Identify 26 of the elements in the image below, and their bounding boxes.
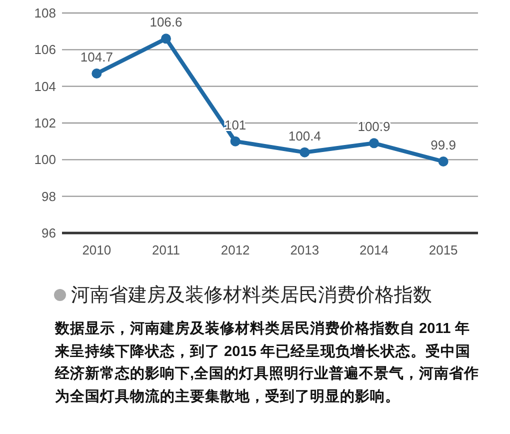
point — [230, 136, 240, 146]
point — [92, 68, 102, 78]
y-tick-label: 102 — [34, 116, 56, 130]
data-label: 104.7 — [80, 50, 113, 64]
point — [369, 138, 379, 148]
x-tick-label: 2012 — [220, 242, 250, 258]
point — [161, 34, 171, 44]
y-tick-label: 104 — [34, 78, 56, 94]
text: 数据显示，河南建房及装修材料类居民消费价格指数自 2011 年来呈持续下降状态，到了 2015 年已经呈现负增长状态。受中国经济新常态的影响下,全国的灯具照明行业普遍不景气，河南省作为全国灯具物流的主要集散地，受到了明显的影响。 — [55, 319, 480, 406]
y-tick-label: 106 — [34, 42, 56, 58]
data-label: 99.9 — [430, 138, 456, 152]
point — [300, 147, 310, 158]
x-tick-label: 2011 — [152, 242, 180, 258]
text: 河南省建房及装修材料类居民消费价格指数 — [71, 284, 432, 308]
x-tick-label: 2010 — [82, 242, 112, 258]
y-tick-label: 96 — [42, 226, 56, 240]
data-label: 106.6 — [150, 14, 182, 30]
x-tick-label: 2013 — [290, 242, 320, 258]
data-label: 100.4 — [288, 128, 321, 144]
y-tick-label: 100 — [34, 152, 56, 168]
data-label: 100.9 — [358, 119, 390, 134]
y-tick-label: 108 — [34, 6, 56, 20]
y-tick-label: 98 — [42, 188, 56, 204]
point — [438, 156, 448, 166]
x-tick-label: 2015 — [428, 242, 458, 258]
x-tick-label: 2014 — [360, 242, 388, 258]
